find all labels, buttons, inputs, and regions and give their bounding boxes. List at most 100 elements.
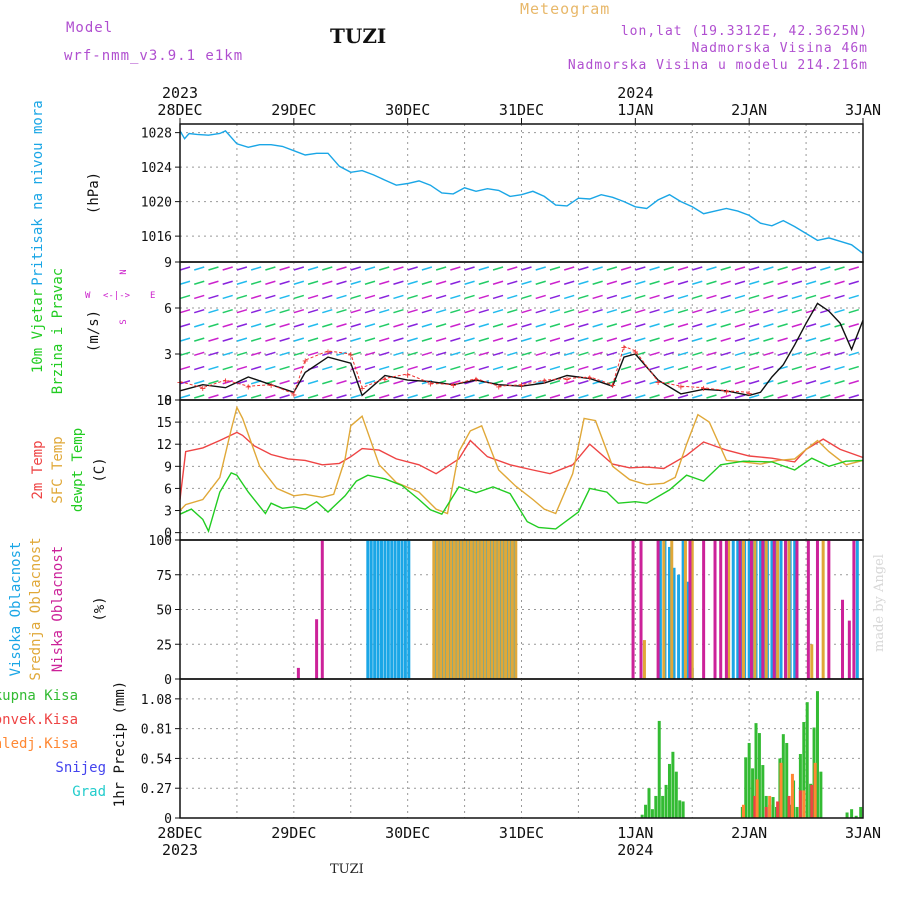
wind-arrow bbox=[620, 337, 632, 342]
bar-srednja-oblacnost bbox=[449, 540, 453, 679]
wind-arrow bbox=[563, 280, 575, 285]
wind-arrow bbox=[492, 323, 504, 328]
wind-arrow bbox=[293, 294, 305, 300]
wind-arrow bbox=[307, 280, 319, 285]
bar-srednja-oblacnost bbox=[764, 540, 768, 679]
bar-ukupna-kisa bbox=[845, 812, 849, 818]
bar-visoka-oblacnost bbox=[747, 540, 751, 679]
wind-arrow bbox=[208, 365, 219, 371]
wind-arrow bbox=[563, 394, 575, 399]
y-tick-label: 6 bbox=[164, 482, 172, 497]
wind-arrow bbox=[848, 323, 859, 328]
wind-arrow bbox=[620, 280, 632, 285]
bar-visoka-oblacnost bbox=[667, 546, 671, 679]
wind-arrow bbox=[592, 280, 603, 285]
wind-arrow bbox=[478, 308, 490, 314]
wind-arrow bbox=[748, 280, 760, 285]
wind-arrow bbox=[322, 323, 333, 328]
bar-zaledj-kisa bbox=[755, 779, 759, 818]
wind-arrow bbox=[435, 351, 447, 357]
wind-arrow bbox=[435, 365, 447, 371]
wind-arrow bbox=[677, 337, 689, 342]
wind-arrow bbox=[820, 323, 831, 328]
wind-arrow bbox=[393, 266, 404, 271]
series-line-2m-temp bbox=[179, 431, 864, 500]
wind-arrow bbox=[393, 365, 404, 371]
dewpt-axis-label: dewpt Temp bbox=[70, 428, 86, 512]
bar-srednja-oblacnost bbox=[507, 540, 511, 679]
wind-arrow bbox=[393, 280, 404, 285]
wind-arrow bbox=[478, 394, 490, 399]
wind-arrow bbox=[720, 380, 731, 385]
wind-arrow bbox=[435, 266, 447, 271]
y-tick-label: 3 bbox=[164, 348, 172, 363]
series-line-pritisak-na-nivou-mora bbox=[179, 130, 864, 254]
bar-ukupna-kisa bbox=[757, 733, 761, 818]
wind-arrow bbox=[563, 294, 575, 300]
wind-arrow bbox=[208, 394, 219, 399]
cloud-unit-label: (%) bbox=[92, 596, 108, 621]
wind-arrow bbox=[734, 351, 746, 357]
wind-arrow bbox=[307, 380, 319, 385]
bar-srednja-oblacnost bbox=[480, 540, 484, 679]
wind-arrow bbox=[834, 365, 845, 371]
wind-arrow bbox=[364, 380, 376, 385]
bar-srednja-oblacnost bbox=[493, 540, 497, 679]
wind-arrow bbox=[407, 294, 418, 300]
wind-arrow bbox=[322, 308, 333, 314]
wind-arrow bbox=[364, 308, 376, 314]
wind-arrow bbox=[250, 394, 262, 399]
wind-arrow bbox=[521, 266, 532, 271]
wind-arrow bbox=[521, 365, 532, 371]
y-tick-label: 1020 bbox=[141, 196, 172, 211]
compass-e: E bbox=[150, 291, 155, 301]
pressure-unit-label: (hPa) bbox=[86, 172, 102, 214]
wind-arrow bbox=[279, 280, 290, 285]
wind-arrow bbox=[435, 308, 447, 314]
wind-arrow bbox=[307, 294, 319, 300]
series-line-udar bbox=[179, 345, 750, 395]
wind-arrow bbox=[549, 394, 561, 399]
bar-srednja-oblacnost bbox=[476, 540, 480, 679]
bar-zaledj-kisa bbox=[741, 804, 745, 818]
wind-arrow bbox=[208, 266, 219, 271]
panel-frame bbox=[179, 678, 864, 819]
wind-arrow bbox=[521, 394, 532, 399]
bar-niska-oblacnost bbox=[806, 540, 810, 679]
wind-arrow bbox=[777, 394, 788, 399]
wind-arrow bbox=[336, 365, 347, 371]
bar-niska-oblacnost bbox=[315, 619, 319, 679]
wind-arrow bbox=[464, 351, 475, 357]
wind-arrow bbox=[563, 337, 575, 342]
wind-arrow bbox=[507, 351, 518, 357]
wind-arrow bbox=[222, 351, 233, 357]
gust-marker: + bbox=[268, 381, 274, 392]
bar-srednja-oblacnost bbox=[469, 540, 473, 679]
wind-arrow bbox=[748, 323, 760, 328]
wind-arrow bbox=[592, 365, 603, 371]
bar-visoka-oblacnost bbox=[681, 540, 685, 679]
wind-arrow bbox=[350, 380, 361, 385]
y-tick-label: 9 bbox=[164, 256, 172, 271]
sfc-axis-label: SFC Temp bbox=[50, 436, 66, 503]
wind-arrow bbox=[194, 308, 205, 314]
wind-arrow bbox=[179, 323, 191, 328]
wind-arrow bbox=[179, 394, 191, 399]
wind-arrow bbox=[307, 394, 319, 399]
wind-arrow bbox=[279, 365, 290, 371]
wind-arrow bbox=[222, 394, 233, 399]
bar-ukupna-kisa bbox=[744, 757, 748, 818]
wind-arrow bbox=[194, 294, 205, 300]
wind-arrow bbox=[649, 308, 660, 314]
wind-arrow bbox=[279, 266, 290, 271]
compass-n: N bbox=[119, 269, 129, 274]
wind-arrow bbox=[848, 394, 859, 399]
bar-visoka-oblacnost bbox=[672, 567, 676, 679]
wind-arrow bbox=[706, 337, 717, 342]
wind-arrow bbox=[507, 280, 518, 285]
wind-arrow bbox=[834, 337, 845, 342]
bottom-year-label: 2023 bbox=[162, 841, 198, 859]
wind-arrow bbox=[549, 266, 561, 271]
wind-arrow bbox=[820, 294, 831, 300]
wind-arrow bbox=[592, 337, 603, 342]
